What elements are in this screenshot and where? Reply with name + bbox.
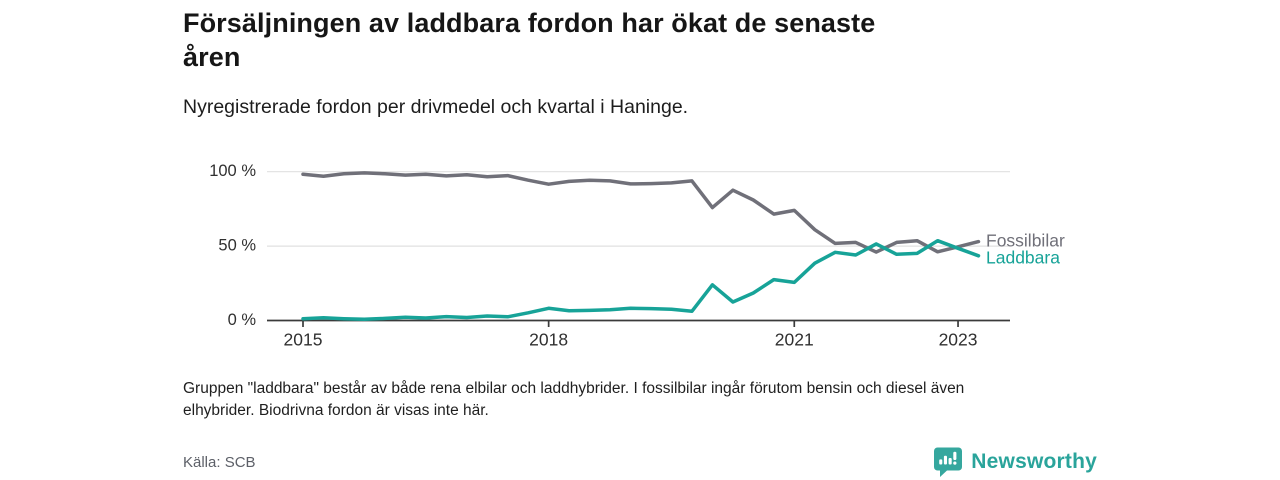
newsworthy-logo-icon bbox=[933, 446, 963, 478]
x-tick-label: 2015 bbox=[284, 330, 323, 350]
chart-title: Försäljningen av laddbara fordon har öka… bbox=[183, 8, 876, 72]
y-tick-label: 0 % bbox=[228, 311, 257, 329]
y-tick-label: 50 % bbox=[218, 236, 256, 254]
x-tick-label: 2023 bbox=[939, 330, 978, 350]
laddbara-series-label: Laddbara bbox=[986, 247, 1060, 267]
newsworthy-logo: Newsworthy bbox=[933, 446, 1097, 478]
x-tick-label: 2021 bbox=[775, 330, 814, 350]
newsworthy-wordmark: Newsworthy bbox=[971, 450, 1097, 473]
laddbara-line bbox=[301, 238, 981, 322]
chart-footnote: Gruppen "laddbara" består av både rena e… bbox=[183, 380, 965, 419]
chart-subtitle: Nyregistrerade fordon per drivmedel och … bbox=[183, 96, 689, 118]
fossilbilar-line bbox=[301, 171, 981, 254]
x-tick-label: 2018 bbox=[529, 330, 568, 350]
source-label: Källa: SCB bbox=[183, 454, 256, 471]
y-tick-label: 100 % bbox=[209, 162, 256, 180]
fossilbilar-series-label: Fossilbilar bbox=[986, 230, 1065, 250]
